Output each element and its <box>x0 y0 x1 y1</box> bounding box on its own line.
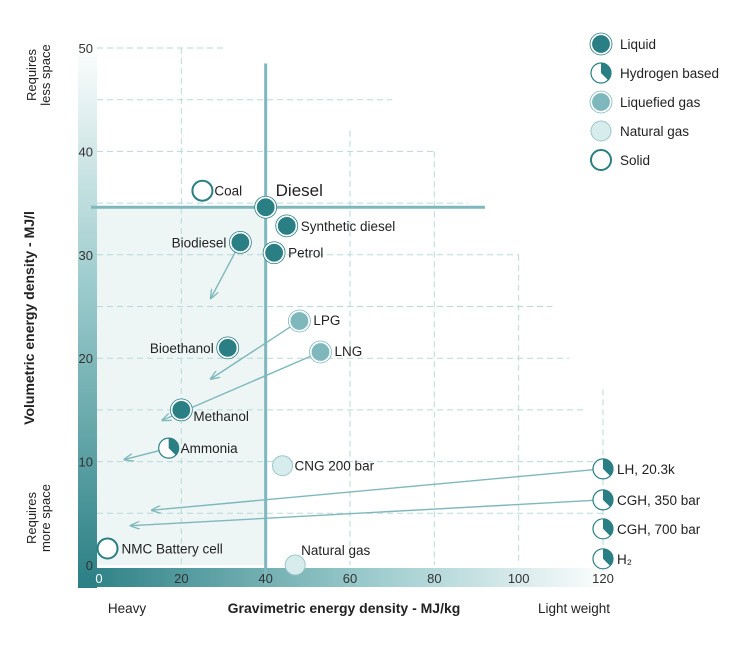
x-axis-bar <box>78 568 612 587</box>
point-label: Natural gas <box>301 543 370 558</box>
point-nmc-battery-cell <box>96 537 119 560</box>
y-tick-label: 30 <box>79 248 93 263</box>
y-tick-label: 20 <box>79 351 93 366</box>
point-cgh-700-bar <box>592 518 614 540</box>
point-ammonia <box>158 437 180 459</box>
point-diesel <box>254 195 278 219</box>
y-tick-label: 0 <box>86 558 93 573</box>
legend-label: Solid <box>620 153 650 168</box>
x-tick-label: 0 <box>95 571 102 586</box>
legend-marker-natural <box>590 120 612 142</box>
x-tick-label: 20 <box>174 571 188 586</box>
tick-layer: 0 20 40 60 80 100 120 0 10 20 30 40 50 <box>79 41 614 586</box>
x-note-heavy: Heavy <box>108 601 147 616</box>
y-note-line: less space <box>38 44 53 105</box>
below-diesel-region <box>97 207 266 565</box>
y-note-less-space: Requires less space <box>24 44 53 105</box>
trend-arrow <box>131 499 604 526</box>
diesel-reference-layer <box>91 63 485 585</box>
x-axis-title: Gravimetric energy density - MJ/kg <box>228 600 461 616</box>
point-label: Diesel <box>276 181 323 200</box>
y-axis-title: Volumetric energy density - MJ/l <box>21 211 37 425</box>
point-bioethanol <box>216 336 240 360</box>
x-tick-label: 40 <box>258 571 272 586</box>
legend-marker-liquefied <box>589 90 613 114</box>
point-label: Ammonia <box>181 441 239 456</box>
y-tick-label: 40 <box>79 144 93 159</box>
point-label: LH, 20.3k <box>617 462 675 477</box>
point-label: H₂ <box>617 552 632 567</box>
point-layer <box>96 179 614 576</box>
point-petrol <box>262 241 286 265</box>
point-h <box>592 548 614 570</box>
point-biodiesel <box>228 230 252 254</box>
y-note-line: Requires <box>24 491 39 544</box>
point-cgh-350-bar <box>592 489 614 511</box>
legend-marker-liquid <box>589 32 613 56</box>
point-label: LPG <box>313 313 340 328</box>
x-tick-label: 100 <box>508 571 530 586</box>
point-cng-200-bar <box>272 455 294 477</box>
legend-marker-solid <box>590 149 612 171</box>
point-synthetic-diesel <box>275 214 299 238</box>
point-lng <box>309 340 332 364</box>
point-label: LNG <box>334 344 362 359</box>
point-label: Biodiesel <box>172 235 227 250</box>
point-label: Bioethanol <box>150 341 214 356</box>
x-tick-label: 120 <box>592 571 614 586</box>
point-label: CNG 200 bar <box>295 459 375 474</box>
point-label: Methanol <box>193 409 249 424</box>
trend-arrow <box>211 320 300 379</box>
legend-label: Hydrogen based <box>620 66 719 81</box>
point-label: CGH, 350 bar <box>617 493 701 508</box>
point-natural-gas <box>284 554 306 576</box>
legend-label: Liquefied gas <box>620 95 701 110</box>
legend: Liquid Hydrogen based Liquefied gas Natural… <box>589 32 719 171</box>
trend-arrow <box>152 468 604 510</box>
y-tick-label: 50 <box>79 41 93 56</box>
point-label: Coal <box>214 184 242 199</box>
y-note-more-space: Requires more space <box>24 484 53 552</box>
point-label: CGH, 700 bar <box>617 522 701 537</box>
point-label: Petrol <box>288 246 323 261</box>
point-label-layer: Coal Diesel Synthetic diesel Biodiesel Petro… <box>122 181 701 567</box>
point-methanol <box>169 398 193 422</box>
diesel-region-layer <box>97 207 266 565</box>
legend-label: Natural gas <box>620 124 689 139</box>
legend-label: Liquid <box>620 37 656 52</box>
point-coal <box>191 179 214 202</box>
point-label: NMC Battery cell <box>122 541 223 556</box>
y-note-line: more space <box>38 484 53 552</box>
point-lpg <box>287 309 311 333</box>
point-lh-20-3k <box>592 458 614 480</box>
x-tick-label: 60 <box>343 571 357 586</box>
legend-marker-hydrogen <box>590 62 612 84</box>
y-tick-label: 10 <box>79 455 93 470</box>
x-tick-label: 80 <box>427 571 441 586</box>
point-label: Synthetic diesel <box>301 219 396 234</box>
x-note-light: Light weight <box>538 601 610 616</box>
y-note-line: Requires <box>24 48 39 101</box>
y-axis-bar <box>78 40 97 588</box>
